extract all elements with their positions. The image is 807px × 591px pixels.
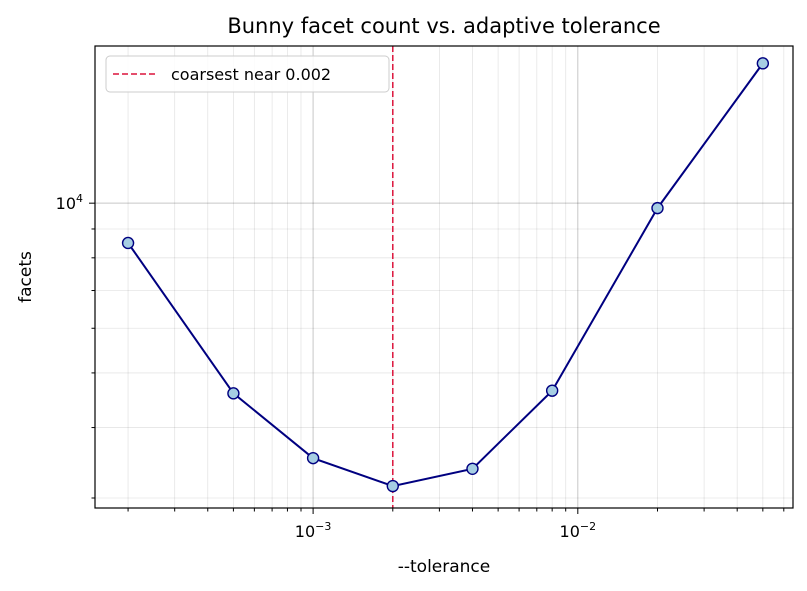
data-points — [121, 57, 770, 493]
series-line — [127, 62, 764, 488]
data-point — [227, 387, 240, 400]
data-point — [121, 236, 135, 250]
y-axis-label: facets — [16, 251, 36, 303]
ticks — [89, 202, 785, 514]
x-axis-label: --tolerance — [398, 557, 491, 577]
y-tick-label: 104 — [56, 192, 83, 213]
chart-title: Bunny facet count vs. adaptive tolerance — [227, 14, 660, 38]
data-point — [651, 201, 664, 215]
x-tick-label: 10−3 — [295, 520, 332, 541]
data-point — [386, 479, 399, 493]
data-point — [306, 451, 320, 465]
plot-frame — [94, 45, 794, 509]
data-point — [466, 462, 479, 475]
data-point — [545, 384, 559, 397]
data-point — [756, 57, 770, 70]
legend-label: coarsest near 0.002 — [171, 65, 331, 84]
legend: coarsest near 0.002 — [105, 55, 390, 93]
legend-box — [105, 55, 390, 93]
tick-labels: 10−3 10−2 104 — [56, 192, 596, 541]
x-tick-label: 10−2 — [560, 520, 597, 541]
